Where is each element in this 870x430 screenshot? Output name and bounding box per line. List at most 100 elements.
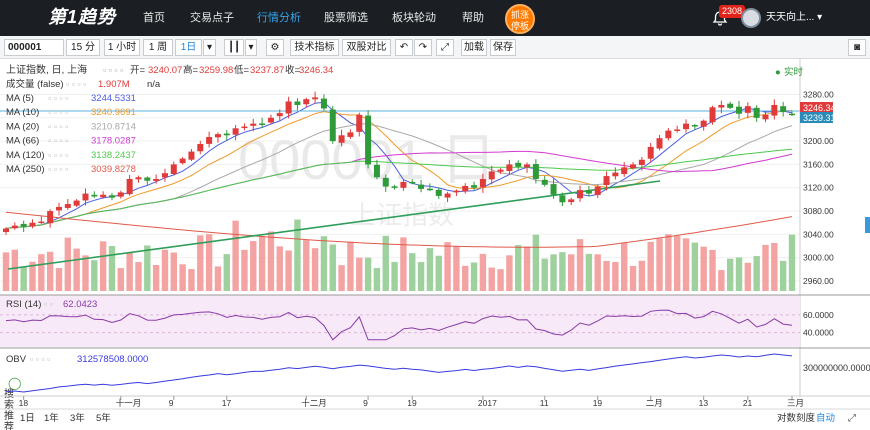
- nav-help[interactable]: 帮助: [462, 12, 484, 24]
- main-legend: 上证指数, 日, 上海 ▫ ▫ ▫ ▫ 开= 3240.07 高= 3259.9…: [6, 63, 804, 175]
- compare-button[interactable]: 双股对比: [342, 39, 391, 56]
- volume-bar: [135, 262, 142, 291]
- trend-line[interactable]: [7, 180, 661, 270]
- volume-bar: [338, 265, 345, 291]
- range-1d[interactable]: 1日: [20, 413, 35, 424]
- hot-button-line2: 停板: [510, 21, 529, 31]
- nav-trade-ideas[interactable]: 交易点子: [190, 12, 234, 24]
- search-recommend-char-2[interactable]: 索: [4, 398, 14, 411]
- volume-bar: [364, 257, 372, 291]
- gear-icon[interactable]: ⚙: [266, 39, 284, 56]
- legend-toggle-icons[interactable]: ▫ ▫ ▫ ▫: [48, 164, 68, 174]
- volume-bar: [197, 235, 204, 291]
- candle-body: [126, 179, 133, 195]
- volume-bar: [629, 265, 637, 291]
- high-label: 高=: [183, 64, 199, 76]
- candle-body: [356, 114, 363, 132]
- limit-up-button[interactable]: 抓涨 停板: [505, 4, 535, 34]
- nav-sector-rotation[interactable]: 板块轮动: [392, 12, 436, 24]
- volume-bar: [223, 254, 230, 291]
- x-tick-label: 十二月: [301, 398, 327, 408]
- load-button[interactable]: 加载: [461, 39, 487, 56]
- rsi-tick-label: 60.0000: [803, 310, 834, 320]
- period-15m[interactable]: 15 分: [66, 39, 100, 56]
- period-dropdown[interactable]: ▾: [203, 39, 216, 56]
- legend-toggle-icons[interactable]: ▫ ▫: [44, 299, 53, 309]
- legend-toggle-icons[interactable]: ▫ ▫ ▫ ▫: [48, 107, 68, 117]
- x-tick-label: 2017: [478, 398, 497, 408]
- volume-bar: [267, 231, 275, 291]
- log-scale-toggle[interactable]: 对数刻度: [777, 412, 816, 424]
- symbol-input[interactable]: 000001: [4, 39, 64, 56]
- search-recommend-icon[interactable]: ◯: [8, 376, 21, 390]
- candle-body: [559, 195, 566, 203]
- search-recommend-char-1[interactable]: 搜: [4, 387, 14, 400]
- candle-body: [736, 106, 743, 114]
- candle-body: [73, 200, 80, 206]
- ma-price-tag: [800, 112, 833, 123]
- volume-bar: [46, 251, 54, 291]
- nav-home[interactable]: 首页: [143, 12, 165, 24]
- search-recommend-char-3[interactable]: 推: [4, 409, 14, 422]
- style-dropdown[interactable]: ▾: [245, 39, 257, 56]
- volume-bar: [82, 255, 89, 291]
- volume-bar: [73, 248, 80, 291]
- chart-title: 上证指数, 日, 上海: [6, 63, 87, 76]
- candle-body: [603, 176, 610, 186]
- volume-bar: [356, 257, 363, 291]
- stock-chart[interactable]: 000001 日 上证指数 3280.003240.003200.003160.…: [0, 59, 870, 430]
- range-3y[interactable]: 3年: [70, 412, 85, 424]
- user-avatar[interactable]: [741, 8, 761, 28]
- search-recommend-char-4[interactable]: 荐: [4, 421, 14, 430]
- camera-icon[interactable]: ◙: [848, 39, 866, 56]
- legend-toggle-icons[interactable]: ▫ ▫ ▫ ▫: [48, 150, 68, 160]
- fullscreen-icon[interactable]: ⤢: [436, 39, 454, 56]
- range-5y[interactable]: 5年: [96, 412, 111, 424]
- candle-body: [382, 177, 389, 187]
- period-1w[interactable]: 1 周: [143, 39, 173, 56]
- x-tick-label: 18: [19, 398, 29, 408]
- ma-legend-value: 3210.8714: [91, 121, 136, 132]
- volume-bar: [91, 260, 98, 291]
- redo-icon[interactable]: ↷: [414, 39, 432, 56]
- legend-toggle-icons[interactable]: ▫ ▫ ▫ ▫: [48, 136, 68, 146]
- user-menu[interactable]: 天天向上... ▾: [766, 0, 822, 36]
- zoom-icon[interactable]: ⤢: [848, 413, 856, 424]
- indicators-button[interactable]: 技术指标: [290, 39, 339, 56]
- period-1h[interactable]: 1 小时: [104, 39, 140, 56]
- candle-body: [108, 195, 115, 198]
- legend-toggle-icons[interactable]: ▫ ▫ ▫ ▫: [66, 79, 86, 89]
- volume-bar: [550, 254, 557, 291]
- candle-body: [497, 169, 504, 172]
- side-panel-toggle[interactable]: [865, 217, 870, 233]
- hot-button-line1: 抓涨: [510, 10, 529, 20]
- chevron-down-icon: ▾: [248, 42, 254, 53]
- volume-bar: [718, 270, 725, 291]
- volume-bar: [771, 242, 778, 291]
- candle-body: [64, 204, 71, 208]
- nav-stock-screener[interactable]: 股票筛选: [324, 12, 368, 24]
- save-button[interactable]: 保存: [490, 39, 516, 56]
- site-logo[interactable]: 第1趋势: [48, 7, 117, 27]
- y-tick-label: 3200.00: [803, 136, 834, 146]
- candle-style-icon[interactable]: ┃┃: [224, 39, 244, 56]
- ma5-line: [5, 101, 793, 229]
- volume-bar: [29, 261, 36, 291]
- volume-bar: [647, 241, 654, 291]
- volume-bar: [64, 237, 72, 291]
- candle-body: [488, 171, 495, 180]
- auto-scale-toggle[interactable]: 自动: [816, 412, 835, 424]
- legend-toggle-icons[interactable]: ▫ ▫ ▫ ▫: [30, 354, 50, 364]
- legend-toggle-icons[interactable]: ▫ ▫ ▫ ▫: [48, 121, 68, 131]
- volume-bar: [126, 252, 133, 291]
- candle-body: [82, 193, 89, 201]
- legend-toggle-icons[interactable]: ▫ ▫ ▫ ▫: [48, 93, 68, 103]
- undo-icon[interactable]: ↶: [395, 39, 413, 56]
- candle-body: [285, 101, 292, 114]
- range-1y[interactable]: 1年: [44, 412, 59, 424]
- legend-toggle-icons[interactable]: ▫ ▫ ▫ ▫: [103, 65, 123, 75]
- period-1d[interactable]: 1日: [175, 39, 202, 56]
- y-tick-label: 3280.00: [803, 89, 834, 99]
- nav-market-analysis[interactable]: 行情分析: [257, 12, 301, 24]
- candlesticks: [3, 91, 795, 235]
